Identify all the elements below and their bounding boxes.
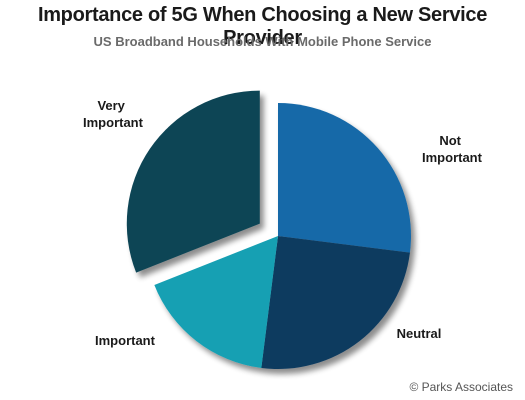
chart-subtitle: US Broadband Households With Mobile Phon… bbox=[93, 34, 432, 49]
pie-slice-neutral bbox=[261, 236, 410, 369]
pie-slice-important bbox=[154, 236, 278, 368]
copyright-notice: © Parks Associates bbox=[409, 380, 513, 394]
pie-slices bbox=[126, 90, 412, 369]
label-very-important: Very Important bbox=[83, 98, 144, 130]
label-neutral: Neutral bbox=[397, 326, 442, 341]
pie-slice-not-important bbox=[278, 103, 412, 253]
label-not-important: Not Important bbox=[422, 133, 483, 165]
label-important: Important bbox=[95, 333, 156, 348]
pie-slice-very-important bbox=[126, 90, 260, 273]
chart-title: Importance of 5G When Choosing a New Ser… bbox=[37, 4, 488, 49]
